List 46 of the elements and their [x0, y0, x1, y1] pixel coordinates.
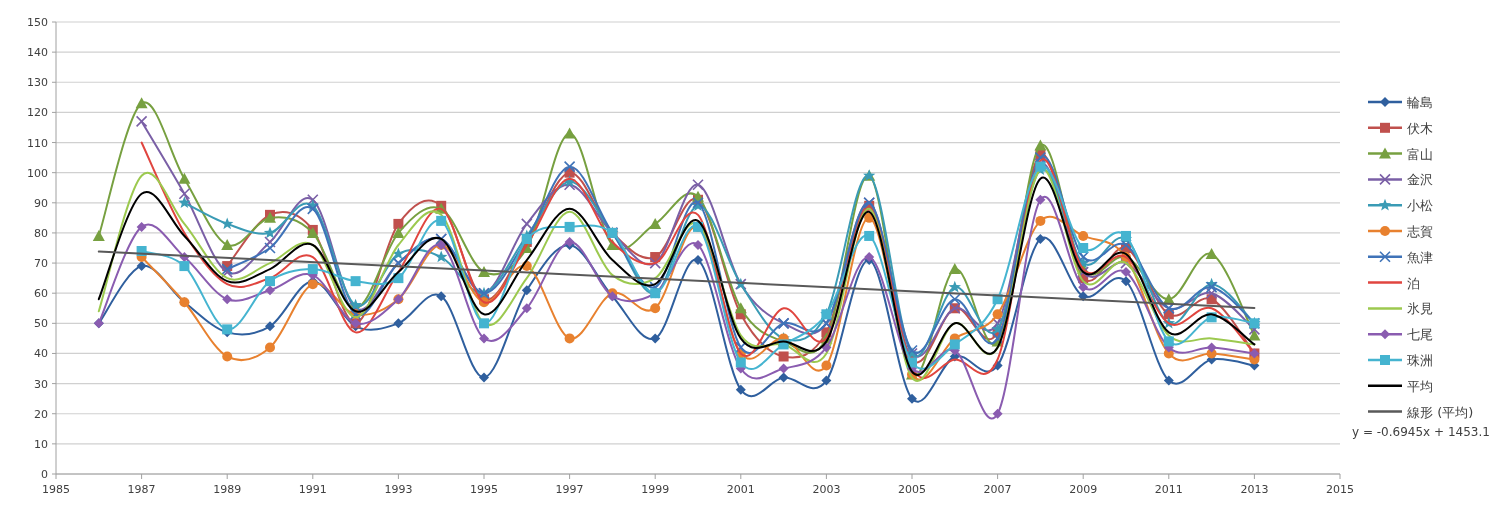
x-tick-label: 1985	[42, 483, 70, 496]
y-tick-label: 100	[27, 166, 48, 180]
y-tick-label: 90	[34, 196, 48, 210]
x-tick-label: 2011	[1154, 483, 1183, 496]
x-tick-label: 1999	[641, 483, 670, 496]
x-tick-label: 2001	[726, 483, 755, 496]
legend-label: 金沢	[1407, 172, 1433, 188]
legend-label: 伏木	[1407, 120, 1433, 136]
x-tick-label: 2013	[1240, 483, 1269, 496]
legend-label: 七尾	[1407, 327, 1433, 343]
legend-label: 富山	[1407, 146, 1433, 162]
x-tick-label: 2007	[983, 483, 1012, 496]
legend-label: 志賀	[1407, 224, 1433, 239]
x-tick-label: 2003	[812, 483, 841, 496]
legend-label: 小松	[1407, 198, 1433, 214]
legend-label: 泊	[1407, 275, 1420, 291]
y-tick-label: 120	[27, 106, 48, 120]
legend-label: 氷見	[1407, 301, 1433, 317]
x-tick-label: 1997	[555, 483, 584, 496]
legend-label: 線形 (平均)	[1406, 404, 1474, 420]
y-tick-label: 80	[34, 226, 48, 240]
y-tick-label: 60	[34, 287, 48, 301]
x-tick-label: 2005	[898, 483, 926, 496]
x-tick-label: 1993	[384, 483, 413, 496]
x-tick-label: 1987	[127, 483, 156, 496]
x-tick-label: 1989	[213, 483, 242, 496]
legend-label: 輪島	[1407, 95, 1433, 110]
legend-label: 魚津	[1407, 249, 1433, 265]
y-tick-label: 140	[27, 46, 48, 60]
legend-label: 珠洲	[1407, 353, 1433, 368]
x-tick-label: 1991	[298, 483, 327, 496]
y-tick-label: 70	[34, 257, 48, 271]
y-tick-label: 20	[34, 407, 48, 421]
text: y = -0.6945x + 1453.1	[1352, 424, 1490, 439]
y-tick-label: 130	[27, 76, 48, 90]
y-tick-label: 150	[27, 16, 48, 29]
legend-label: 平均	[1407, 378, 1433, 394]
y-tick-label: 110	[27, 136, 48, 150]
y-tick-label: 10	[34, 437, 48, 451]
y-tick-label: 0	[41, 468, 48, 481]
x-tick-label: 1995	[470, 483, 498, 496]
x-tick-label: 2015	[1326, 483, 1354, 496]
y-tick-label: 40	[34, 347, 48, 361]
y-tick-label: 50	[34, 317, 48, 331]
y-tick-label: 30	[34, 377, 48, 391]
x-tick-label: 2009	[1069, 483, 1098, 496]
